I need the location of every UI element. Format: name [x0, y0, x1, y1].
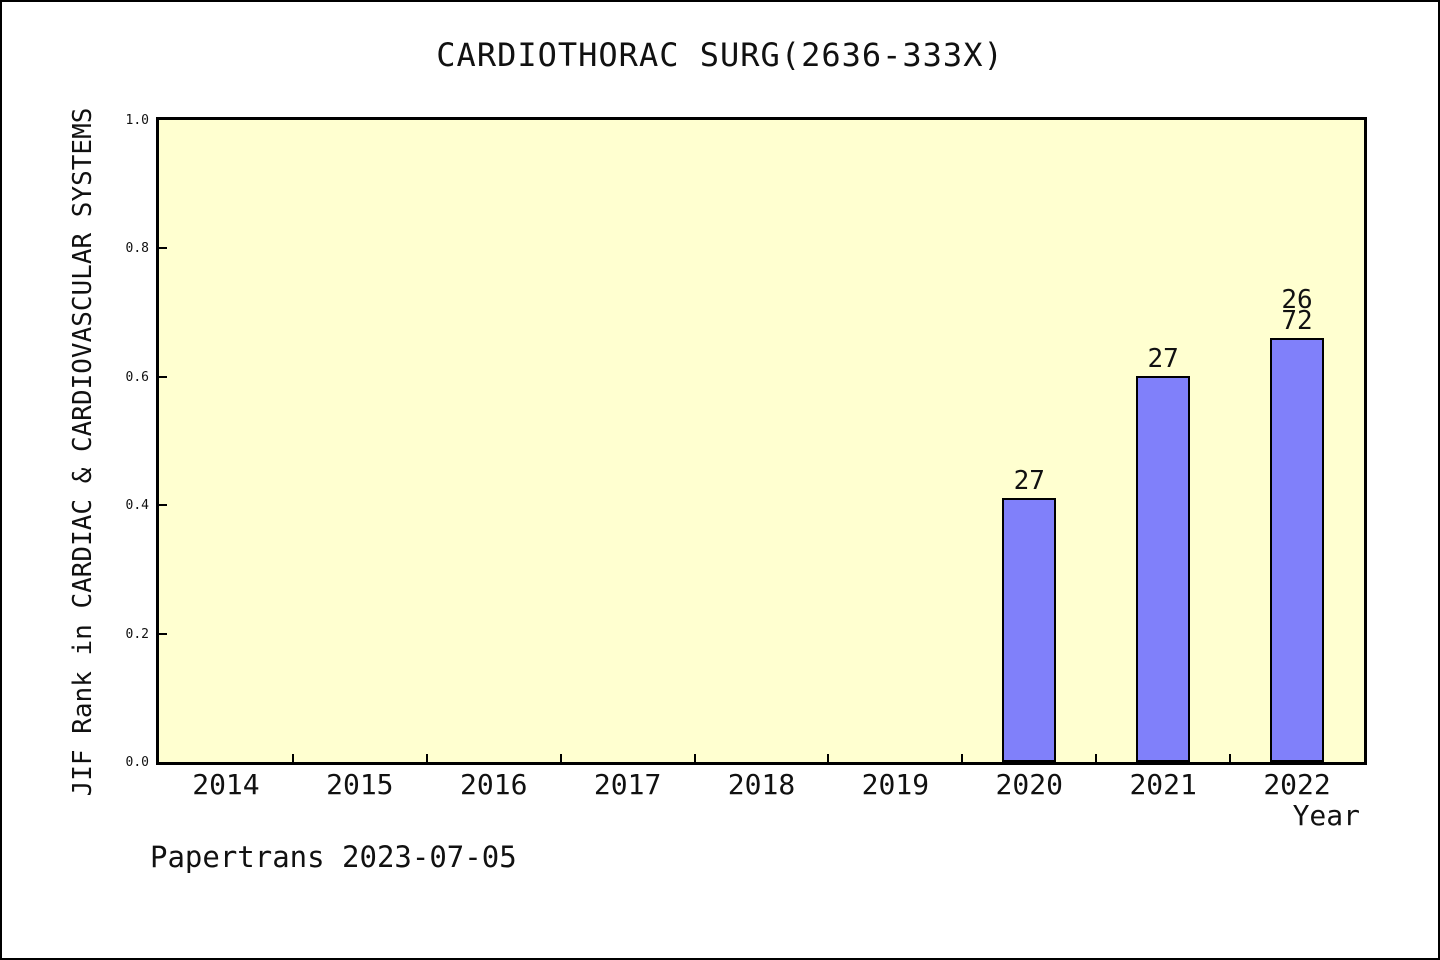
x-axis-tick: [827, 754, 830, 762]
x-axis-category-label: 2019: [861, 768, 930, 801]
bar-value-label-2021: 27: [1147, 343, 1179, 374]
x-axis-label: Year: [1292, 799, 1360, 832]
y-axis-tick-label: 1.0: [125, 113, 149, 128]
y-axis-tick: [159, 632, 167, 635]
y-axis-tick-label: 0.8: [125, 241, 149, 257]
x-axis-tick: [425, 754, 428, 762]
y-axis-tick-label: 0.0: [125, 755, 149, 770]
x-axis-category-label: 2022: [1263, 768, 1331, 801]
x-axis-tick: [1229, 754, 1232, 762]
bar-value-label-2022: 26 72: [1281, 284, 1313, 336]
y-axis-tick: [159, 504, 167, 507]
bar-2022: [1270, 337, 1325, 762]
bar-value-label-2020: 27: [1013, 465, 1045, 496]
plot-area: 27 27 26 72: [159, 120, 1364, 762]
bar-2021: [1136, 375, 1191, 762]
chart-title: CARDIOTHORAC SURG(2636-333X): [436, 36, 1004, 74]
x-axis-category-label: 2018: [727, 768, 796, 801]
bar-2020: [1002, 497, 1057, 762]
y-axis-tick-label: 0.4: [125, 498, 149, 514]
footer-note: Papertrans 2023-07-05: [150, 840, 517, 874]
y-axis-tick: [159, 375, 167, 378]
x-axis-tick: [693, 754, 696, 762]
x-axis-category-label: 2016: [460, 768, 528, 801]
x-axis-tick: [961, 754, 964, 762]
y-axis-tick-label: 0.6: [125, 369, 149, 385]
y-axis-tick-label: 0.2: [125, 626, 149, 642]
y-axis-tick: [159, 247, 167, 250]
x-axis-tick: [291, 754, 294, 762]
y-axis-label: JIF Rank in CARDIAC & CARDIOVASCULAR SYS…: [68, 107, 98, 797]
x-axis-category-label: 2021: [1129, 768, 1197, 801]
x-axis-category-label: 2017: [593, 768, 662, 801]
x-axis-category-label: 2015: [326, 768, 394, 801]
x-axis-tick: [1095, 754, 1098, 762]
x-axis-tick: [559, 754, 562, 762]
x-axis-category-label: 2020: [995, 768, 1063, 801]
x-axis-category-label: 2014: [192, 768, 260, 801]
